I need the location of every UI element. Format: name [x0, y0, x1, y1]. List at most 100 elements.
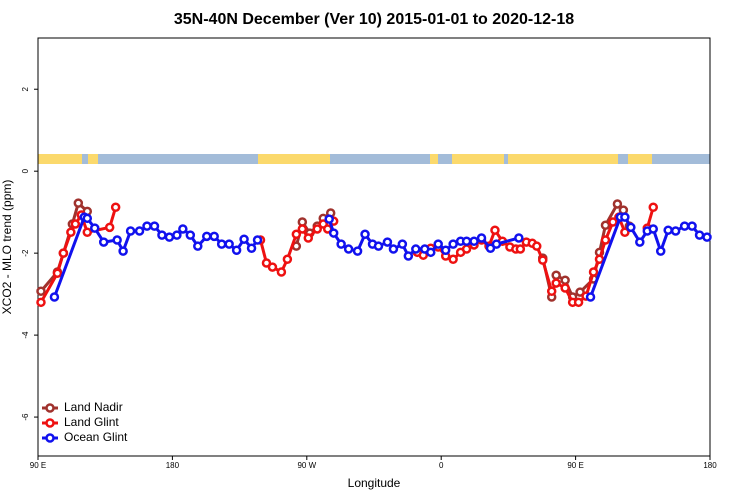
- data-point: [201, 231, 212, 242]
- data-point: [694, 230, 705, 240]
- data-point: [110, 202, 121, 212]
- data-point: [702, 232, 712, 242]
- data-point: [403, 251, 414, 261]
- data-point: [282, 254, 293, 265]
- data-point: [600, 235, 611, 245]
- data-point: [551, 278, 561, 288]
- chart-title: 35N-40N December (Ver 10) 2015-01-01 to …: [174, 11, 574, 28]
- data-point: [588, 267, 599, 277]
- data-point: [239, 234, 249, 244]
- data-point: [648, 202, 659, 212]
- data-point: [276, 267, 287, 277]
- data-point: [209, 231, 219, 242]
- data-point: [104, 222, 115, 233]
- data-point: [291, 229, 302, 240]
- data-point: [461, 244, 472, 254]
- data-point: [388, 244, 399, 254]
- x-tick-label: 0: [439, 461, 444, 470]
- data-point: [98, 237, 109, 247]
- data-point: [411, 244, 421, 254]
- data-point: [573, 297, 584, 308]
- data-point: [620, 227, 630, 237]
- data-point: [373, 241, 384, 251]
- data-point: [670, 226, 681, 236]
- data-point: [626, 222, 636, 233]
- data-point: [469, 236, 479, 247]
- data-point: [261, 258, 272, 268]
- data-point: [382, 237, 393, 247]
- data-point: [52, 268, 63, 278]
- data-point: [485, 243, 496, 253]
- data-point: [149, 221, 160, 231]
- data-point: [514, 233, 524, 243]
- data-point: [336, 239, 346, 249]
- y-tick-label: -6: [21, 413, 30, 421]
- data-point: [224, 239, 234, 249]
- data-point: [164, 232, 175, 242]
- data-point: [532, 241, 542, 251]
- data-point: [343, 244, 354, 254]
- data-point: [157, 230, 167, 240]
- data-point: [425, 247, 436, 258]
- data-point: [252, 235, 263, 245]
- data-point: [663, 225, 673, 235]
- data-point: [433, 239, 443, 249]
- data-point: [178, 224, 188, 234]
- data-point: [635, 237, 645, 247]
- legend-marker: [45, 403, 55, 413]
- data-point: [546, 286, 557, 297]
- legend-label: Ocean Glint: [64, 430, 128, 444]
- data-point: [608, 217, 618, 227]
- data-point: [216, 239, 227, 249]
- data-point: [461, 236, 472, 247]
- data-point: [612, 199, 623, 209]
- data-point: [397, 239, 408, 249]
- data-point: [82, 227, 93, 237]
- y-axis-label: XCO2 - MLO trend (ppm): [0, 180, 14, 315]
- data-point: [82, 213, 93, 224]
- x-tick-label: 90 E: [567, 461, 583, 470]
- data-point: [600, 220, 611, 231]
- x-tick-label: 90 W: [297, 461, 316, 470]
- data-point: [448, 239, 458, 249]
- data-point: [560, 283, 570, 293]
- y-tick-label: 0: [21, 168, 30, 173]
- data-point: [352, 246, 363, 256]
- data-point: [551, 270, 561, 281]
- data-point: [448, 254, 458, 265]
- data-point: [49, 292, 60, 302]
- data-point: [490, 225, 500, 235]
- data-point: [125, 226, 136, 236]
- data-point: [66, 227, 76, 237]
- data-point: [134, 226, 145, 236]
- data-point: [328, 228, 339, 238]
- legend-marker: [45, 418, 55, 428]
- data-point: [312, 224, 323, 234]
- y-tick-label: -4: [21, 331, 30, 339]
- data-point: [73, 198, 84, 208]
- data-point: [491, 239, 502, 249]
- data-point: [648, 224, 659, 234]
- data-point: [193, 241, 203, 251]
- data-point: [575, 287, 585, 297]
- data-point: [303, 233, 314, 243]
- data-point: [172, 230, 182, 240]
- legend-label: Land Nadir: [64, 400, 123, 414]
- data-point: [594, 254, 605, 265]
- data-point: [537, 255, 548, 265]
- data-point: [476, 233, 487, 243]
- x-tick-label: 180: [703, 461, 717, 470]
- data-point: [118, 246, 128, 256]
- data-point: [246, 243, 257, 253]
- data-point: [360, 229, 370, 240]
- data-point: [58, 248, 69, 258]
- data-point: [324, 214, 334, 224]
- data-point: [440, 245, 451, 256]
- data-point: [585, 292, 596, 302]
- data-point: [36, 286, 46, 297]
- plot-frame: [37, 37, 711, 457]
- x-tick-label: 180: [166, 461, 180, 470]
- data-point: [267, 262, 278, 272]
- data-point: [687, 221, 697, 231]
